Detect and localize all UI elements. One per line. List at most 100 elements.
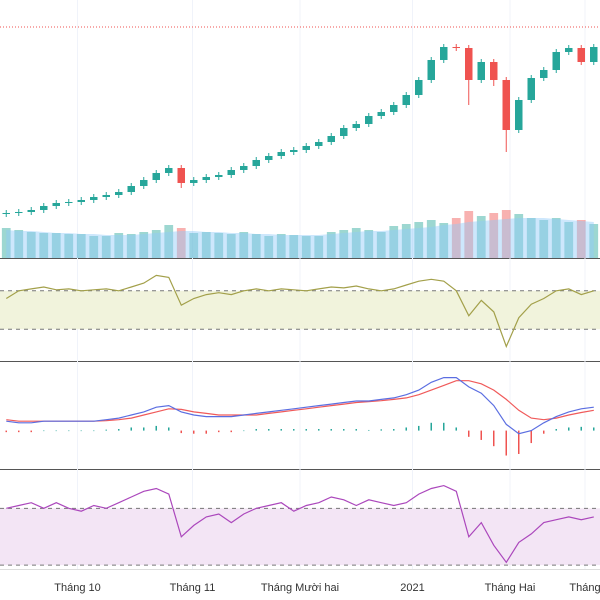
- candle-body: [540, 70, 548, 78]
- candle-body: [65, 202, 73, 203]
- histogram-bar: [230, 430, 232, 433]
- volume-bar: [514, 214, 524, 258]
- histogram-bar: [93, 430, 95, 432]
- histogram-bar: [505, 430, 507, 456]
- candle-body: [90, 197, 98, 200]
- histogram-bar: [18, 430, 20, 433]
- signal-line: [6, 380, 594, 422]
- histogram-bar: [143, 427, 145, 431]
- histogram-bar: [218, 430, 220, 433]
- histogram-bar: [130, 427, 132, 431]
- volume-bar: [351, 228, 361, 258]
- histogram-bar: [280, 429, 282, 431]
- histogram-bar: [105, 429, 107, 431]
- candle-body: [202, 177, 210, 180]
- volume-bar: [551, 218, 561, 258]
- histogram-bar: [80, 430, 82, 432]
- histogram-bar: [555, 429, 557, 431]
- histogram-bar: [455, 427, 457, 431]
- histogram-bar: [430, 422, 432, 431]
- candle-body: [515, 100, 523, 130]
- volume-bar: [539, 220, 549, 258]
- volume-bar: [64, 234, 74, 258]
- volume-bar: [164, 225, 174, 258]
- candle-body: [277, 152, 285, 156]
- volume-bar: [101, 236, 111, 258]
- histogram-bar: [205, 430, 207, 434]
- histogram-bar: [468, 430, 470, 437]
- histogram-bar: [168, 427, 170, 431]
- volume-bar: [264, 236, 274, 258]
- histogram-bar: [330, 429, 332, 431]
- macd-line: [6, 377, 594, 435]
- histogram-bar: [305, 429, 307, 431]
- volume-bar: [114, 233, 124, 258]
- candle-body: [327, 136, 335, 142]
- indicator-line: [6, 484, 594, 564]
- histogram-bar: [418, 425, 420, 431]
- candle-body: [415, 80, 423, 95]
- volume-bar: [401, 224, 411, 258]
- candle-body: [227, 170, 235, 175]
- volume-bar: [414, 222, 424, 258]
- candle-body: [302, 146, 310, 150]
- volume-bar: [389, 226, 399, 258]
- histogram-bar: [30, 430, 32, 433]
- x-tick-label: Tháng 11: [170, 582, 216, 594]
- candle-body: [365, 116, 373, 124]
- histogram-bar: [530, 430, 532, 444]
- histogram-bar: [5, 430, 7, 433]
- candle-body: [427, 60, 435, 80]
- histogram-bar: [193, 430, 195, 434]
- candle-body: [152, 173, 160, 180]
- candle-body: [402, 95, 410, 105]
- volume-bar: [226, 234, 236, 258]
- candle-body: [15, 212, 23, 213]
- volume-bar: [39, 233, 49, 258]
- candle-body: [252, 160, 260, 166]
- volume-bar: [289, 235, 299, 258]
- histogram-bar: [118, 429, 120, 431]
- volume-bar: [314, 236, 324, 258]
- histogram-bar: [318, 429, 320, 431]
- candle-body: [52, 203, 60, 206]
- volume-bar: [189, 233, 199, 258]
- volume-bar: [176, 228, 186, 258]
- candle-body: [265, 156, 273, 160]
- candle-body: [590, 47, 598, 62]
- volume-bar: [326, 232, 336, 258]
- candle-body: [552, 52, 560, 70]
- histogram-bar: [155, 425, 157, 431]
- histogram-bar: [368, 429, 370, 431]
- candle-body: [290, 150, 298, 152]
- volume-bar: [89, 236, 99, 258]
- histogram-bar: [68, 430, 70, 432]
- candle-body: [127, 186, 135, 192]
- volume-bar: [1, 228, 11, 258]
- candle-body: [27, 210, 35, 212]
- histogram-bar: [255, 429, 257, 431]
- histogram-bar: [543, 430, 545, 434]
- volume-bar: [576, 220, 586, 258]
- candle-body: [440, 47, 448, 60]
- candle-body: [502, 80, 510, 130]
- candle-body: [465, 48, 473, 80]
- candle-body: [577, 48, 585, 62]
- volume-bar: [426, 220, 436, 258]
- histogram-bar: [393, 429, 395, 431]
- volume-bar: [251, 234, 261, 258]
- histogram-bar: [243, 430, 245, 432]
- candle-body: [390, 105, 398, 112]
- volume-bar: [26, 232, 36, 258]
- x-tick-label: Tháng: [569, 582, 600, 594]
- volume-bar: [526, 218, 536, 258]
- x-tick-label: 2021: [400, 582, 424, 594]
- x-tick-label: Tháng Hai: [485, 582, 536, 594]
- histogram-bar: [268, 429, 270, 431]
- volume-bar: [151, 230, 161, 258]
- histogram-bar: [593, 427, 595, 431]
- candle-body: [115, 192, 123, 195]
- histogram-bar: [580, 426, 582, 431]
- candle-body: [215, 175, 223, 177]
